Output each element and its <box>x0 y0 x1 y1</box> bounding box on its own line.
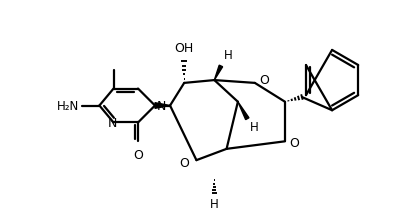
Text: N: N <box>157 100 166 113</box>
Text: OH: OH <box>175 42 194 55</box>
Text: H: H <box>250 120 259 134</box>
Text: N: N <box>108 117 117 130</box>
Polygon shape <box>238 102 249 120</box>
Text: H: H <box>224 49 232 62</box>
Text: O: O <box>133 149 143 162</box>
Text: H₂N: H₂N <box>57 100 80 113</box>
Text: O: O <box>290 137 300 150</box>
Text: O: O <box>179 157 189 170</box>
Text: H: H <box>210 198 219 211</box>
Polygon shape <box>214 65 223 80</box>
Polygon shape <box>155 103 170 108</box>
Text: O: O <box>260 74 269 87</box>
